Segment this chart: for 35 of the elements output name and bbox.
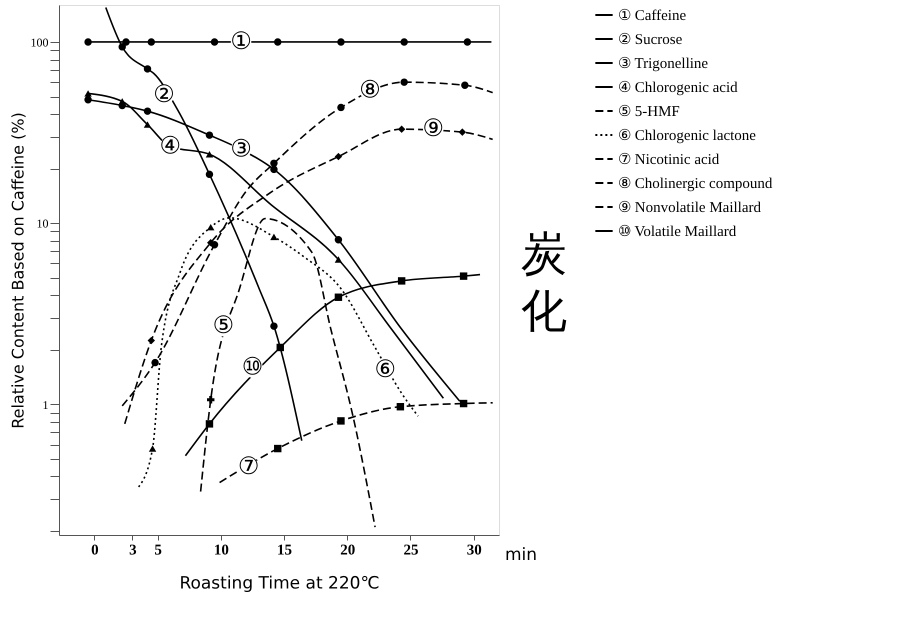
legend-label: ⑨ Nonvolatile Maillard <box>618 200 762 216</box>
x-tick-label: 25 <box>403 542 418 558</box>
x-tick-label: 15 <box>277 542 292 558</box>
x-tick-label: 3 <box>129 542 137 558</box>
legend-label: ⑦ Nicotinic acid <box>618 152 720 168</box>
x-tick-label: 30 <box>466 542 482 558</box>
legend-label: ① Caffeine <box>618 8 686 24</box>
y-tick-label: 100 <box>30 35 48 50</box>
x-tick-label: 20 <box>340 542 356 558</box>
y-axis-title: Relative Content Based on Caffeine (%) <box>8 112 28 429</box>
annotation: ⑥ <box>374 354 396 383</box>
annotation: ① <box>230 26 252 55</box>
annotation: ⑩ <box>242 352 264 380</box>
x-tick-label: 0 <box>91 542 99 558</box>
x-tick-label: 5 <box>154 542 162 558</box>
annotation: ③ <box>230 134 252 162</box>
annotation: ④ <box>160 131 182 160</box>
legend-label: ⑩ Volatile Maillard <box>618 224 737 240</box>
y-tick-label: 1 <box>42 398 48 412</box>
x-axis-title: Roasting Time at 220℃ <box>179 574 380 594</box>
annotation: ⑧ <box>359 75 381 104</box>
legend-label: ③ Trigonelline <box>618 56 708 72</box>
y-tick-label: 10 <box>36 216 48 231</box>
legend-label: ⑧ Cholinergic compound <box>618 176 773 192</box>
annotation: ⑦ <box>238 452 260 480</box>
legend-label: ④ Chlorogenic acid <box>618 80 738 96</box>
annotation: ⑨ <box>422 114 444 142</box>
annotation: ⑤ <box>212 311 234 340</box>
text: min <box>504 545 538 565</box>
text: 炭化 <box>521 226 567 338</box>
legend-label: ② Sucrose <box>618 32 683 48</box>
x-tick-label: 10 <box>214 542 229 558</box>
annotation: ② <box>153 80 175 108</box>
legend-label: ⑥ Chlorogenic lactone <box>618 128 756 144</box>
legend-label: ⑤ 5-HMF <box>618 104 680 120</box>
